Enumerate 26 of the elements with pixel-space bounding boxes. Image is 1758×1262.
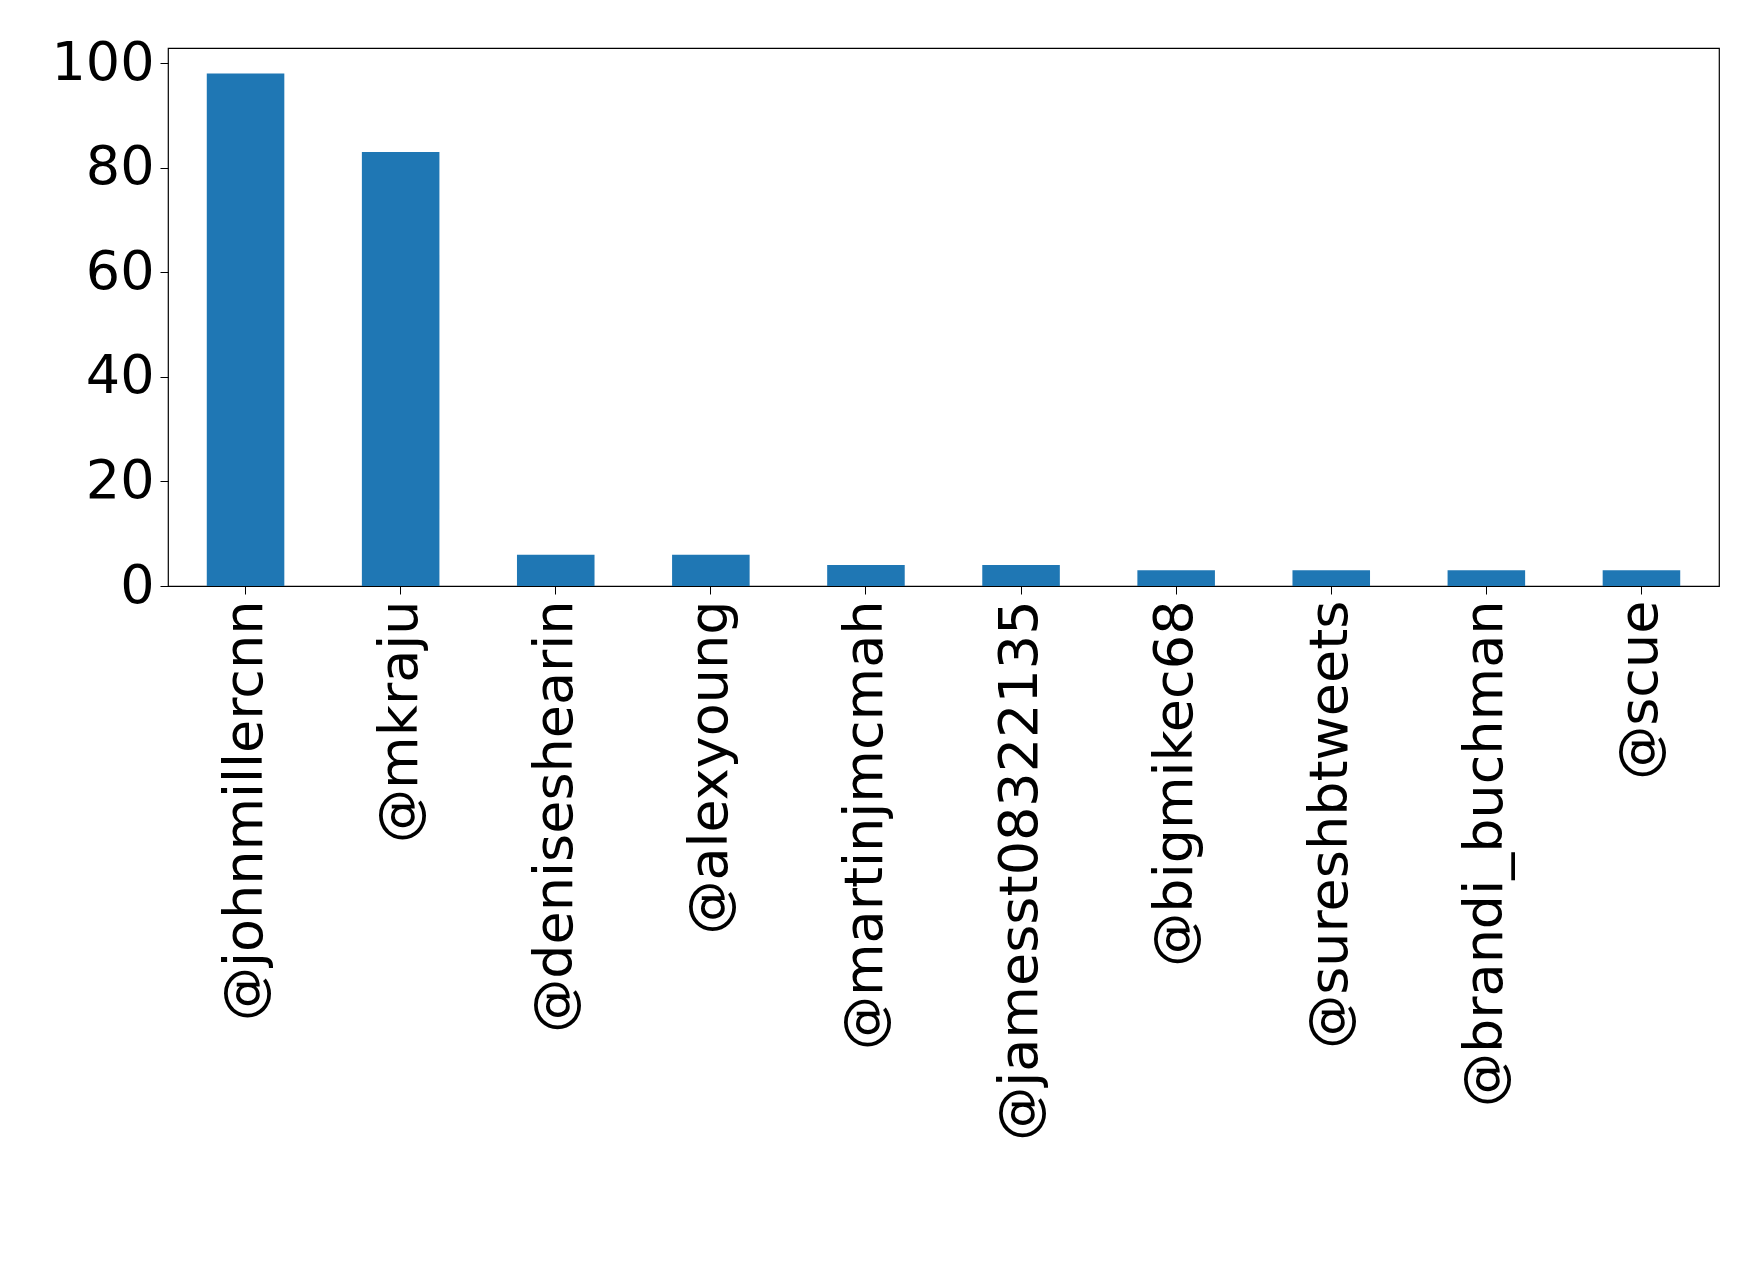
x-tick-label: @johnmillercnn [211, 600, 275, 1021]
x-tick-label: @mkraju [366, 600, 430, 843]
bar [827, 565, 905, 586]
bar [1292, 570, 1371, 586]
y-tick-label: 60 [85, 238, 155, 302]
bar [672, 554, 750, 586]
bar [206, 73, 285, 586]
x-tick-label: @jamesst08322135 [987, 600, 1051, 1141]
x-tick-label: @scue [1607, 600, 1671, 780]
bar [1602, 570, 1681, 586]
bar [361, 152, 440, 586]
x-tick-label: @alexyoung [676, 600, 740, 935]
y-tick-label: 40 [85, 343, 155, 407]
bar [1137, 570, 1215, 586]
x-tick-label: @martinjmcmah [831, 600, 895, 1051]
x-tick-label: @brandi_buchman [1452, 600, 1516, 1107]
x-tick-label: @deniseshearin [521, 600, 585, 1033]
bar [516, 554, 595, 586]
y-tick-label: 100 [51, 29, 155, 93]
y-tick-label: 0 [120, 552, 155, 616]
x-tick-label: @bigmikec68 [1142, 600, 1206, 967]
bar [982, 565, 1060, 586]
y-tick-label: 20 [85, 447, 155, 511]
y-tick-label: 80 [85, 134, 155, 198]
x-tick-label: @sureshbtweets [1297, 600, 1361, 1049]
bar [1447, 570, 1526, 586]
